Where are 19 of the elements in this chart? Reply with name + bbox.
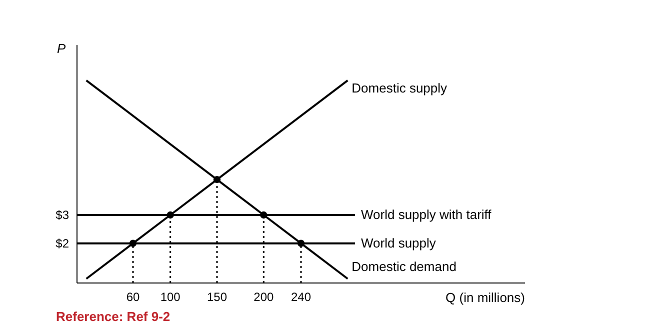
point bbox=[260, 211, 268, 219]
y-tick-label: $3 bbox=[56, 208, 70, 222]
x-tick-label: 150 bbox=[206, 290, 228, 304]
x-tick-label: 100 bbox=[160, 290, 181, 304]
point bbox=[129, 240, 137, 247]
point bbox=[213, 176, 221, 184]
x-axis-title: Q (in millions) bbox=[446, 290, 525, 305]
point bbox=[166, 211, 174, 219]
ref-line-label: World supply bbox=[361, 235, 436, 250]
ref-line-label: World supply with tariff bbox=[361, 207, 492, 222]
series-label: Domestic demand bbox=[352, 258, 456, 274]
series-label: Domestic supply bbox=[352, 80, 448, 96]
text: Reference: Ref 9-2 bbox=[56, 309, 170, 324]
point bbox=[297, 240, 305, 247]
x-tick-label: 200 bbox=[254, 290, 274, 304]
y-axis-title: P bbox=[57, 41, 66, 56]
y-tick-label: $2 bbox=[56, 236, 70, 250]
x-tick-label: 60 bbox=[126, 290, 140, 304]
x-tick-label: 240 bbox=[290, 290, 312, 304]
